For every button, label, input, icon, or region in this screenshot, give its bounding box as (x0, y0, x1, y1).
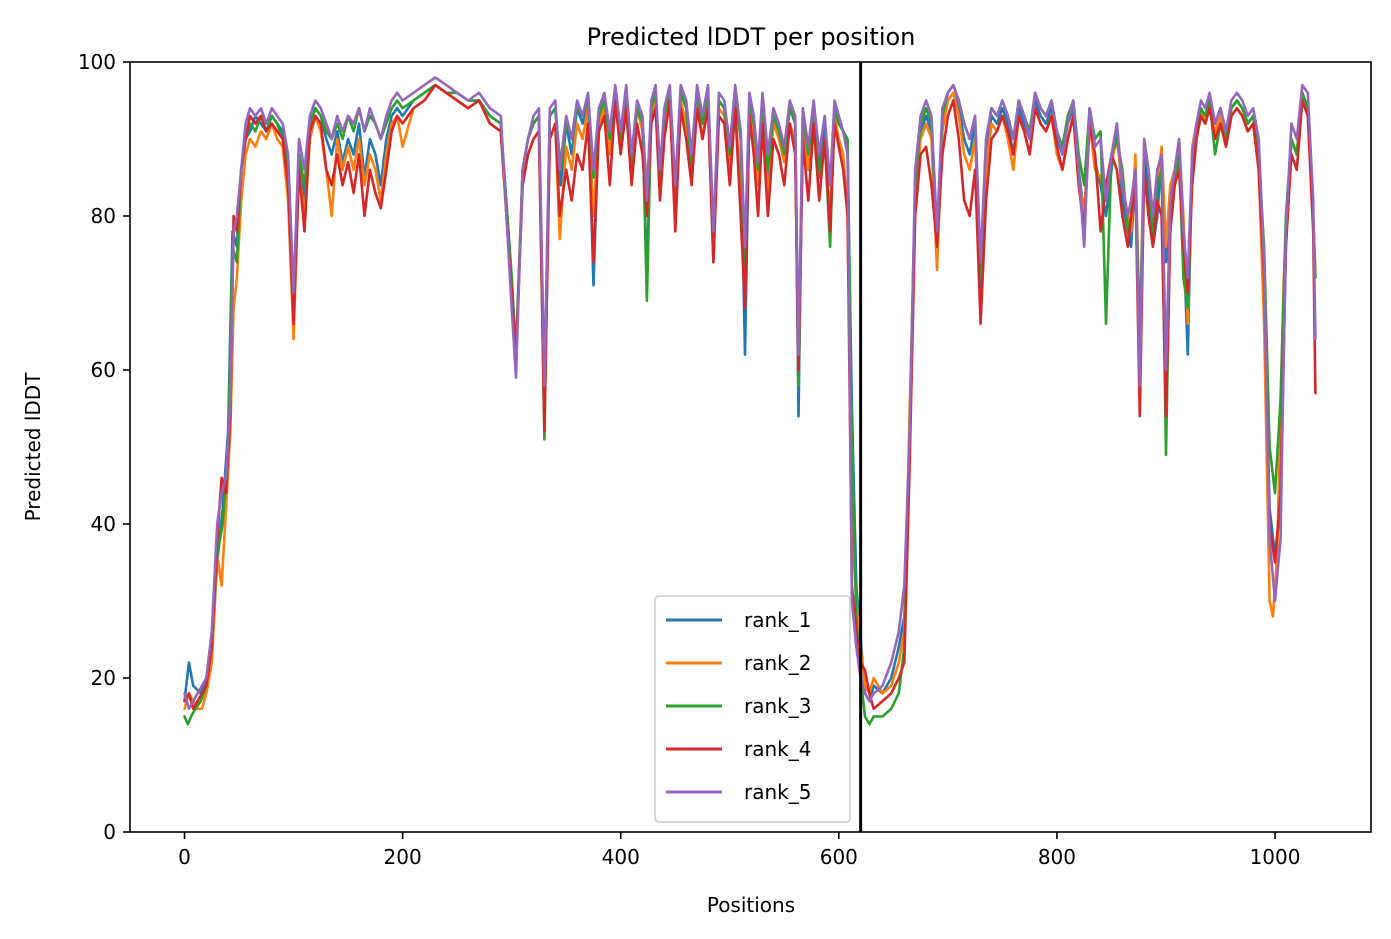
legend-label-rank_3: rank_3 (744, 694, 811, 718)
legend-label-rank_5: rank_5 (744, 780, 811, 804)
legend-label-rank_1: rank_1 (744, 608, 811, 632)
x-tick-label: 400 (602, 845, 640, 869)
legend-label-rank_2: rank_2 (744, 651, 811, 675)
y-axis-label: Predicted lDDT (21, 372, 45, 522)
y-axis: 0 20 40 60 80 100 (78, 50, 130, 844)
x-axis: 0 200 400 600 800 1000 (178, 832, 1300, 869)
chart-title: Predicted lDDT per position (587, 23, 916, 51)
x-tick-label: 1000 (1250, 845, 1301, 869)
y-tick-label: 40 (91, 512, 116, 536)
x-tick-label: 800 (1038, 845, 1076, 869)
legend: rank_1 rank_2 rank_3 rank_4 rank_5 (654, 595, 851, 823)
x-tick-label: 0 (178, 845, 191, 869)
y-tick-label: 100 (78, 50, 116, 74)
series-line-rank_5 (183, 76, 1317, 711)
series-line-rank_4 (183, 83, 1317, 711)
plot-frame (129, 61, 1372, 833)
x-tick-label: 600 (820, 845, 858, 869)
y-tick-label: 20 (91, 666, 116, 690)
y-tick-label: 0 (103, 820, 116, 844)
legend-label-rank_4: rank_4 (744, 737, 811, 761)
x-tick-label: 200 (384, 845, 422, 869)
y-tick-label: 80 (91, 204, 116, 228)
series-layer (183, 76, 1317, 726)
y-tick-label: 60 (91, 358, 116, 382)
legend-frame (654, 595, 851, 823)
x-axis-label: Positions (707, 893, 795, 917)
